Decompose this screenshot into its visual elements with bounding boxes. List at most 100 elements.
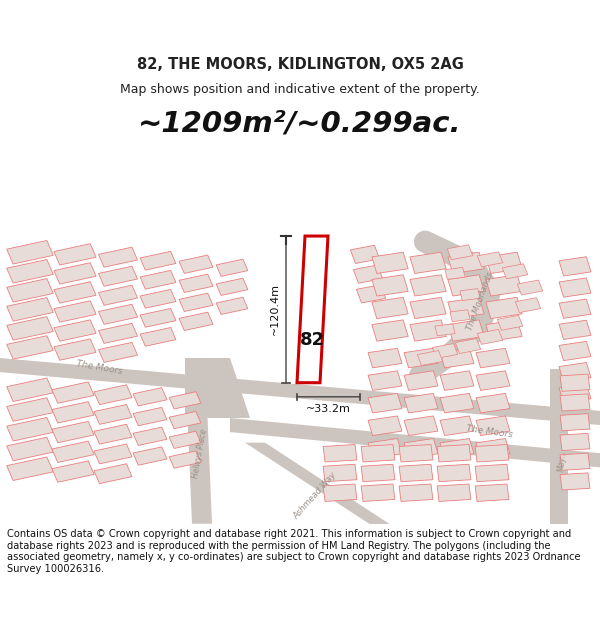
Polygon shape <box>404 348 438 368</box>
Polygon shape <box>52 421 94 442</box>
Polygon shape <box>7 317 53 340</box>
Polygon shape <box>486 320 522 341</box>
Polygon shape <box>460 289 480 301</box>
Polygon shape <box>486 253 522 274</box>
Polygon shape <box>230 418 600 468</box>
Text: ~33.2m: ~33.2m <box>306 404 351 414</box>
Polygon shape <box>435 324 455 336</box>
Text: ~120.4m: ~120.4m <box>270 283 280 336</box>
Polygon shape <box>179 312 213 331</box>
Polygon shape <box>559 278 591 297</box>
Polygon shape <box>560 394 590 411</box>
Polygon shape <box>7 241 53 264</box>
Polygon shape <box>448 245 473 260</box>
Polygon shape <box>478 329 503 344</box>
Polygon shape <box>560 374 590 391</box>
Polygon shape <box>140 271 176 289</box>
Polygon shape <box>559 362 591 382</box>
Polygon shape <box>560 453 590 470</box>
Polygon shape <box>133 388 167 406</box>
Polygon shape <box>323 484 357 501</box>
Polygon shape <box>54 244 96 265</box>
Polygon shape <box>54 320 96 341</box>
Polygon shape <box>440 348 474 368</box>
Polygon shape <box>98 342 137 362</box>
Polygon shape <box>437 464 471 482</box>
Polygon shape <box>559 341 591 361</box>
Text: The Moors: The Moors <box>466 424 514 440</box>
Polygon shape <box>216 298 248 314</box>
Polygon shape <box>410 298 446 319</box>
Polygon shape <box>54 301 96 322</box>
Polygon shape <box>52 441 94 462</box>
Polygon shape <box>368 393 402 413</box>
Polygon shape <box>7 336 53 359</box>
Polygon shape <box>478 252 503 267</box>
Polygon shape <box>440 371 474 391</box>
Polygon shape <box>0 358 600 425</box>
Polygon shape <box>440 439 474 458</box>
Polygon shape <box>560 414 590 431</box>
Polygon shape <box>7 259 53 283</box>
Polygon shape <box>440 416 474 436</box>
Polygon shape <box>185 358 212 524</box>
Polygon shape <box>448 253 484 274</box>
Polygon shape <box>98 285 137 305</box>
Polygon shape <box>140 289 176 308</box>
Polygon shape <box>372 298 408 319</box>
Polygon shape <box>404 416 438 436</box>
Polygon shape <box>404 371 438 391</box>
Polygon shape <box>52 382 94 403</box>
Polygon shape <box>185 358 250 418</box>
Polygon shape <box>399 444 433 462</box>
Polygon shape <box>404 393 438 413</box>
Polygon shape <box>179 293 213 311</box>
Polygon shape <box>94 385 132 404</box>
Polygon shape <box>216 259 248 276</box>
Polygon shape <box>550 369 568 524</box>
Polygon shape <box>399 484 433 501</box>
Polygon shape <box>94 424 132 444</box>
Polygon shape <box>368 371 402 391</box>
Polygon shape <box>169 392 201 409</box>
Polygon shape <box>98 247 137 268</box>
Polygon shape <box>216 278 248 296</box>
Polygon shape <box>94 404 132 424</box>
Polygon shape <box>7 298 53 321</box>
Polygon shape <box>515 298 541 312</box>
Polygon shape <box>502 264 527 279</box>
Polygon shape <box>448 320 484 341</box>
Polygon shape <box>7 457 53 481</box>
Polygon shape <box>350 245 380 264</box>
Polygon shape <box>437 444 471 462</box>
Text: Map shows position and indicative extent of the property.: Map shows position and indicative extent… <box>120 83 480 96</box>
Polygon shape <box>559 299 591 318</box>
Polygon shape <box>372 275 408 296</box>
Text: 82: 82 <box>300 331 325 349</box>
Polygon shape <box>476 348 510 368</box>
Polygon shape <box>179 274 213 292</box>
Polygon shape <box>517 280 542 295</box>
Text: 82, THE MOORS, KIDLINGTON, OX5 2AG: 82, THE MOORS, KIDLINGTON, OX5 2AG <box>137 57 463 72</box>
Polygon shape <box>559 384 591 403</box>
Polygon shape <box>54 262 96 284</box>
Polygon shape <box>399 464 433 482</box>
Polygon shape <box>476 439 510 458</box>
Polygon shape <box>297 236 328 382</box>
Polygon shape <box>361 444 395 462</box>
Polygon shape <box>54 339 96 360</box>
Polygon shape <box>437 484 471 501</box>
Polygon shape <box>7 418 53 441</box>
Polygon shape <box>94 444 132 464</box>
Polygon shape <box>94 464 132 484</box>
Text: ~1209m²/~0.299ac.: ~1209m²/~0.299ac. <box>138 109 462 138</box>
Polygon shape <box>368 416 402 436</box>
Polygon shape <box>52 461 94 482</box>
Polygon shape <box>133 408 167 426</box>
Polygon shape <box>560 473 590 490</box>
Polygon shape <box>98 304 137 324</box>
Polygon shape <box>0 150 600 524</box>
Polygon shape <box>410 275 446 296</box>
Polygon shape <box>368 439 402 458</box>
Polygon shape <box>52 402 94 423</box>
